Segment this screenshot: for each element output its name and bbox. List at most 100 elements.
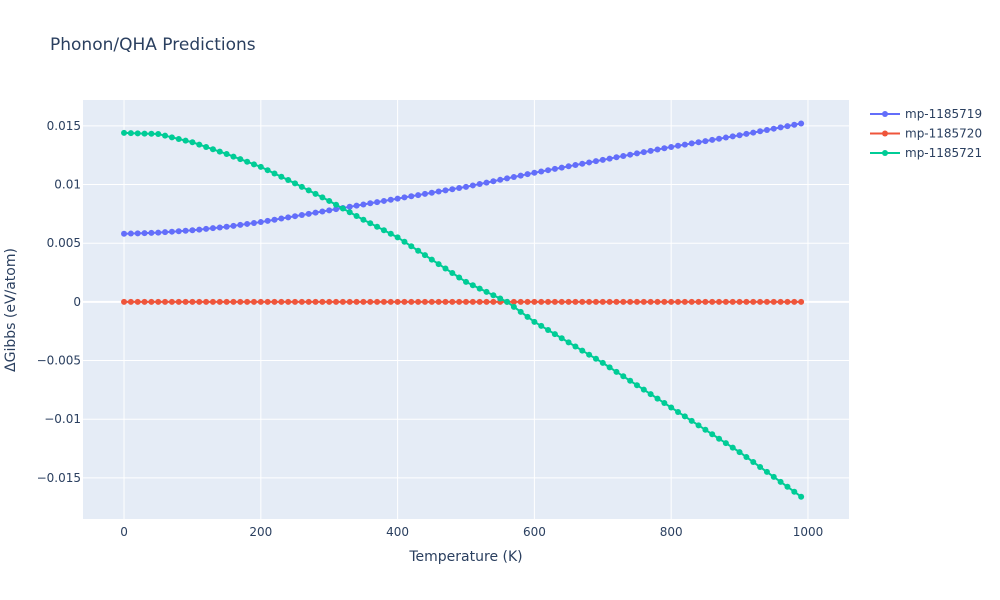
data-point [558, 335, 565, 342]
data-point [736, 449, 743, 456]
data-point [141, 298, 148, 305]
data-point [763, 468, 770, 475]
data-point [763, 298, 770, 305]
data-point [640, 386, 647, 393]
data-point [408, 243, 415, 250]
series-mp-1185719 [121, 120, 805, 237]
data-point [654, 146, 661, 153]
data-point [264, 298, 271, 305]
legend-item[interactable]: mp-1185720 [870, 127, 982, 141]
data-point [285, 177, 292, 184]
data-point [182, 137, 189, 144]
data-point [510, 173, 517, 180]
data-point [688, 417, 695, 424]
data-point [374, 298, 381, 305]
data-point [278, 173, 285, 180]
data-point [743, 454, 750, 461]
data-point [380, 227, 387, 234]
data-point [490, 292, 497, 299]
legend-item[interactable]: mp-1185721 [870, 146, 982, 160]
data-point [374, 223, 381, 230]
data-point [497, 295, 504, 302]
data-point [298, 212, 305, 219]
data-point [346, 298, 353, 305]
data-point [620, 373, 627, 380]
data-point [257, 298, 264, 305]
data-point [668, 143, 675, 150]
x-tick-label: 0 [120, 525, 128, 539]
data-point [586, 351, 593, 358]
data-point [545, 298, 552, 305]
data-point [572, 343, 579, 350]
data-point [627, 377, 634, 384]
data-point [237, 298, 244, 305]
data-point [223, 150, 230, 157]
x-tick-label: 1000 [793, 525, 824, 539]
data-point [374, 199, 381, 206]
data-point [504, 298, 511, 305]
data-point [319, 298, 326, 305]
data-point [250, 161, 257, 168]
data-point [606, 155, 613, 162]
data-point [312, 298, 319, 305]
data-point [333, 201, 340, 208]
legend-item[interactable]: mp-1185719 [870, 107, 982, 121]
data-point [545, 327, 552, 334]
data-point [449, 298, 456, 305]
data-point [264, 167, 271, 174]
y-tick-label: 0.01 [54, 178, 81, 192]
data-point [408, 193, 415, 200]
data-point [346, 209, 353, 216]
data-point [695, 298, 702, 305]
data-point [209, 225, 216, 232]
series-line [124, 122, 802, 235]
data-point [134, 230, 141, 237]
data-point [791, 488, 798, 495]
data-point [538, 322, 545, 329]
data-point [524, 313, 531, 320]
legend-marker [882, 111, 888, 117]
data-point [613, 154, 620, 161]
data-point [695, 139, 702, 146]
data-point [257, 219, 264, 226]
data-point [558, 298, 565, 305]
data-point [230, 222, 237, 229]
data-point [435, 188, 442, 195]
data-point [757, 298, 764, 305]
data-point [633, 298, 640, 305]
data-point [216, 148, 223, 155]
data-point [620, 152, 627, 159]
data-point [415, 247, 422, 254]
data-point [292, 213, 299, 220]
data-point [777, 124, 784, 131]
data-point [702, 298, 709, 305]
data-point [353, 202, 360, 209]
data-point [449, 186, 456, 193]
data-point [127, 298, 134, 305]
data-point [510, 303, 517, 310]
data-point [244, 220, 251, 227]
data-point [743, 130, 750, 137]
data-point [155, 298, 162, 305]
data-point [285, 298, 292, 305]
data-point [565, 298, 572, 305]
data-point [250, 220, 257, 226]
data-point [531, 169, 538, 176]
data-point [538, 298, 545, 305]
data-point [750, 459, 757, 466]
x-tick-label: 600 [523, 525, 546, 539]
data-point [319, 208, 326, 215]
data-point [579, 347, 586, 354]
data-point [271, 170, 278, 177]
legend[interactable]: mp-1185719 mp-1185720 mp-1185721 [870, 107, 982, 160]
data-point [476, 181, 483, 188]
x-tick-label: 800 [660, 525, 683, 539]
data-point [333, 298, 340, 305]
data-point [469, 298, 476, 305]
data-point [326, 298, 333, 305]
data-point [196, 298, 203, 305]
data-point [415, 192, 422, 199]
data-point [702, 138, 709, 145]
data-point [387, 230, 394, 237]
data-point [763, 126, 770, 133]
